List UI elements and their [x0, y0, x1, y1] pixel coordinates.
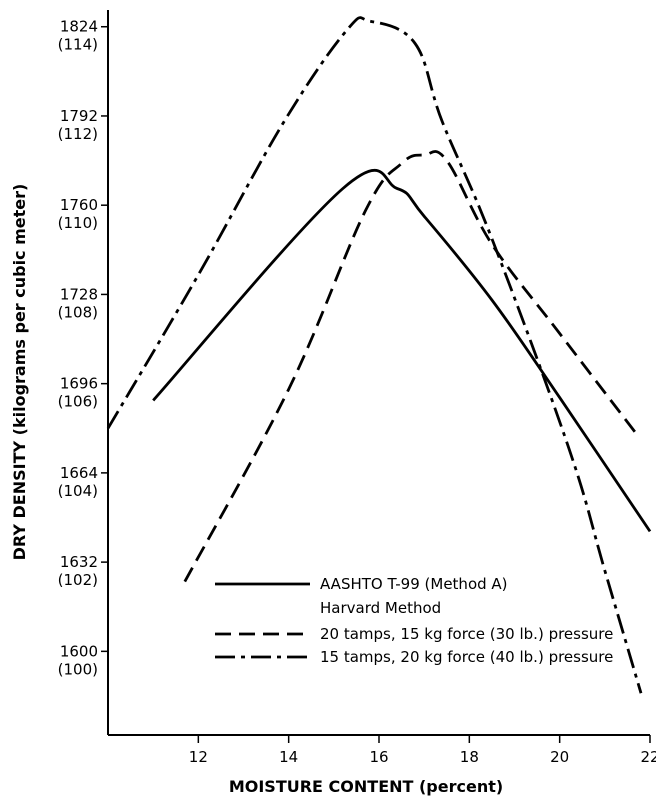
x-tick-label: 12	[189, 748, 208, 766]
x-ticks: 12 14 16 18 20 22	[189, 735, 656, 766]
y-tick-label: 1760	[60, 196, 98, 214]
y-tick-label: 1600	[60, 642, 98, 660]
y-tick-label-alt: (102)	[58, 571, 98, 589]
x-tick-label: 14	[279, 748, 298, 766]
legend-label-aashto: AASHTO T-99 (Method A)	[320, 575, 508, 593]
legend: AASHTO T-99 (Method A) Harvard Method 20…	[215, 575, 613, 666]
x-tick-label: 16	[369, 748, 388, 766]
y-axis-title: DRY DENSITY (kilograms per cubic meter)	[10, 184, 29, 561]
y-tick-label: 1664	[60, 464, 98, 482]
y-tick-label: 1632	[60, 553, 98, 571]
y-tick-label: 1824	[60, 18, 98, 36]
y-tick-label-alt: (104)	[58, 482, 98, 500]
x-tick-label: 18	[460, 748, 479, 766]
y-tick-label-alt: (106)	[58, 393, 98, 411]
y-tick-label-alt: (114)	[58, 36, 98, 54]
series-line-1	[183, 150, 638, 583]
series-layer	[106, 16, 652, 694]
series-line-2	[106, 16, 643, 694]
legend-heading-harvard: Harvard Method	[320, 599, 441, 617]
y-tick-label-alt: (110)	[58, 214, 98, 232]
y-tick-label-alt: (100)	[58, 660, 98, 678]
y-tick-label-alt: (108)	[58, 303, 98, 321]
x-axis-title: MOISTURE CONTENT (percent)	[229, 777, 503, 796]
x-tick-label: 20	[550, 748, 569, 766]
y-tick-label: 1792	[60, 107, 98, 125]
legend-label-15-tamps: 15 tamps, 20 kg force (40 lb.) pressure	[320, 648, 613, 666]
legend-label-20-tamps: 20 tamps, 15 kg force (30 lb.) pressure	[320, 625, 613, 643]
series-line-0	[152, 168, 652, 533]
y-ticks: 1600(100) 1632(102) 1664(104) 1696(106) 1728…	[58, 18, 108, 678]
x-tick-label: 22	[640, 748, 656, 766]
y-tick-label: 1728	[60, 285, 98, 303]
y-tick-label: 1696	[60, 375, 98, 393]
y-tick-label-alt: (112)	[58, 125, 98, 143]
